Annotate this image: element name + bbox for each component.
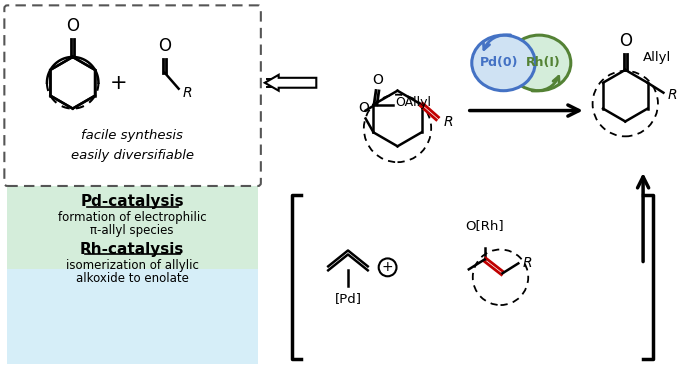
Text: O: O [372,73,383,87]
Text: O[Rh]: O[Rh] [465,219,504,232]
Text: O: O [358,101,369,115]
Text: R: R [522,257,532,270]
Text: O: O [619,32,632,50]
Text: alkoxide to enolate: alkoxide to enolate [75,272,188,285]
Text: O: O [158,37,171,55]
Text: OAllyl: OAllyl [395,96,431,109]
Text: R: R [443,115,453,130]
Text: +: + [109,73,127,93]
Text: R: R [667,88,677,102]
Text: +: + [381,260,394,274]
Text: Pd(0): Pd(0) [480,56,519,70]
Text: facile synthesis: facile synthesis [81,129,183,142]
Text: Pd-catalysis: Pd-catalysis [80,194,184,209]
Text: isomerization of allylic: isomerization of allylic [66,259,199,272]
FancyArrow shape [265,75,316,91]
Text: π-allyl species: π-allyl species [90,224,174,237]
FancyBboxPatch shape [7,269,258,363]
Text: Allyl: Allyl [643,52,671,64]
Text: formation of electrophilic: formation of electrophilic [58,211,207,224]
Ellipse shape [507,35,571,91]
FancyBboxPatch shape [7,182,258,269]
Text: Rh(I): Rh(I) [526,56,560,70]
Ellipse shape [472,35,535,91]
Text: [Pd]: [Pd] [335,292,362,305]
FancyBboxPatch shape [4,5,261,186]
Text: R: R [183,86,192,100]
Text: Rh-catalysis: Rh-catalysis [80,242,184,257]
Text: easily diversifiable: easily diversifiable [71,149,194,162]
Text: O: O [66,17,79,35]
